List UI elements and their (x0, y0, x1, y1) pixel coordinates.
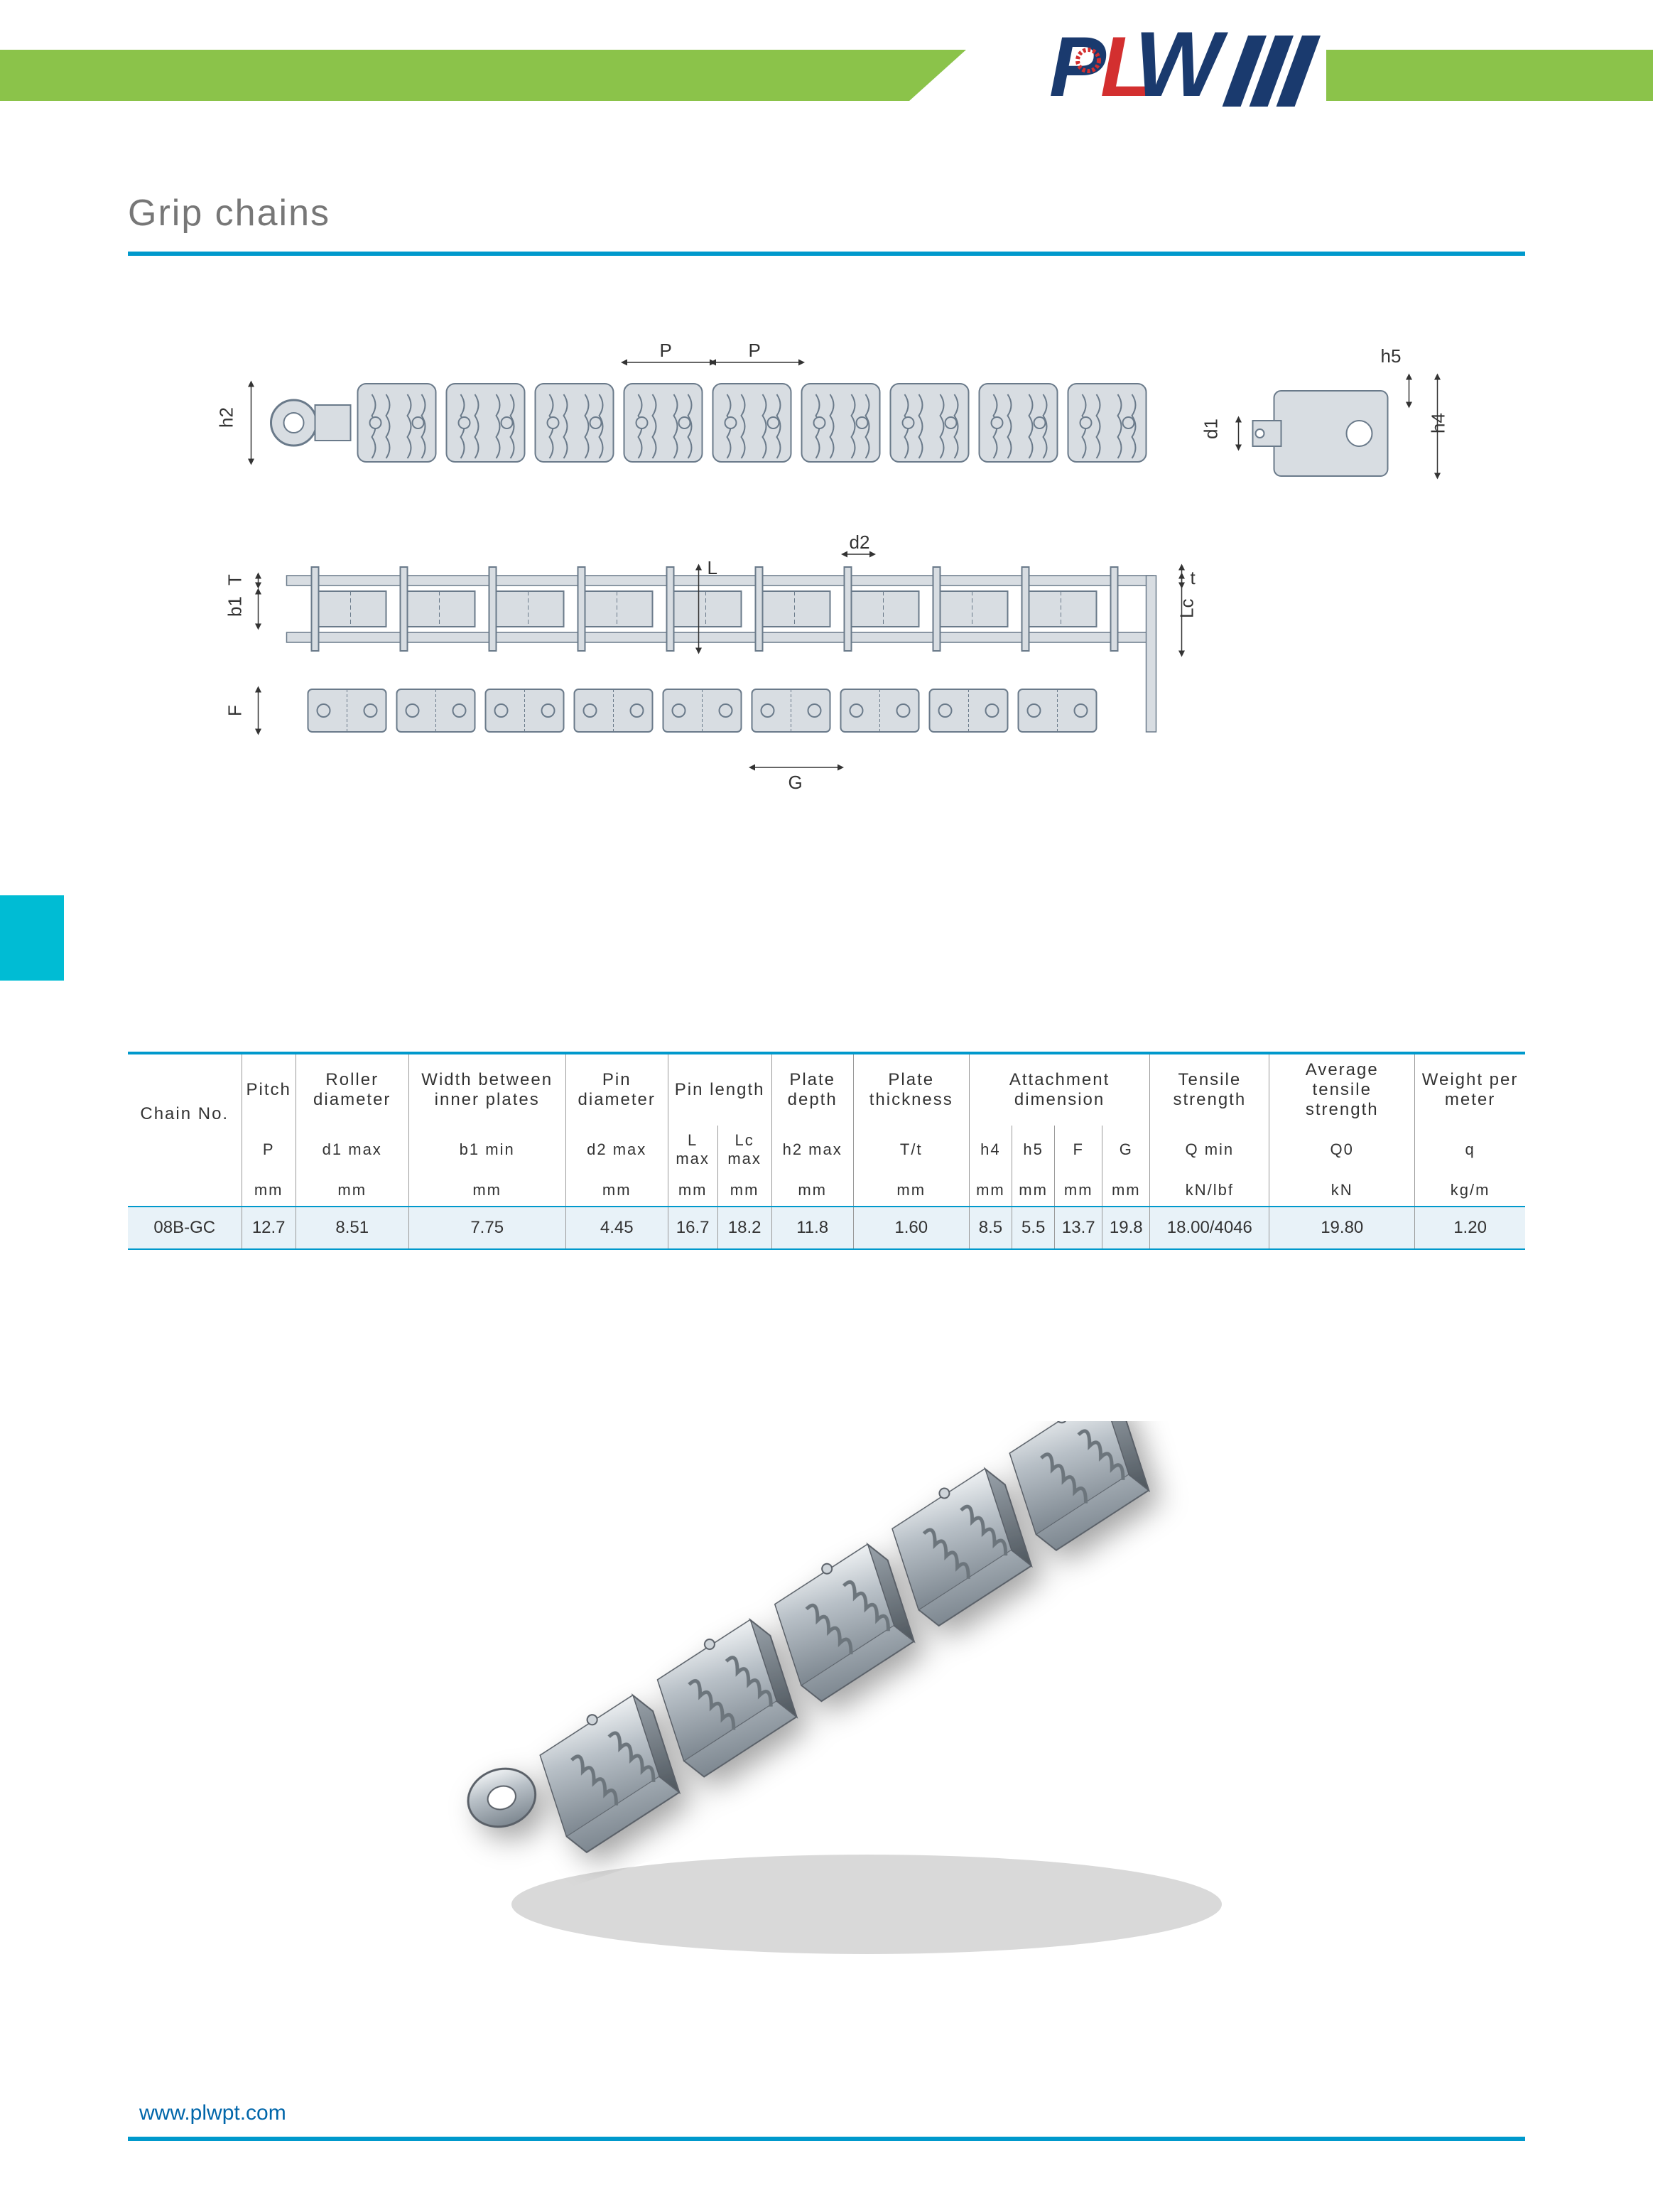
sym-Tt: T/t (853, 1126, 969, 1174)
cell-chain-no: 08B-GC (128, 1207, 242, 1249)
hdr-chain-no: Chain No. (128, 1054, 242, 1174)
cell-Q0: 19.80 (1269, 1207, 1415, 1249)
sym-Lc: Lc max (717, 1126, 771, 1174)
green-bar-left (0, 50, 909, 101)
page-title: Grip chains (128, 192, 1525, 234)
hdr-tensile: Tensile strength (1150, 1054, 1269, 1126)
sym-Q0: Q0 (1269, 1126, 1415, 1174)
sym-d2: d2 max (565, 1126, 668, 1174)
unit-mm-12: mm (1102, 1174, 1150, 1207)
footer: www.plwpt.com (128, 2101, 1525, 2141)
hdr-pitch: Pitch (242, 1054, 296, 1126)
hdr-plate-depth: Plate depth (771, 1054, 853, 1126)
hdr-plate-thick: Plate thickness (853, 1054, 969, 1126)
cell-d2: 4.45 (565, 1207, 668, 1249)
sym-Q: Q min (1150, 1126, 1269, 1174)
cell-q: 1.20 (1415, 1207, 1525, 1249)
unit-mm-3: mm (408, 1174, 565, 1207)
dim-d1: d1 (1201, 419, 1222, 439)
hdr-pin-len: Pin length (668, 1054, 771, 1126)
unit-mm-10: mm (1012, 1174, 1055, 1207)
unit-kNlbf: kN/lbf (1150, 1174, 1269, 1207)
dim-h4: h4 (1428, 413, 1449, 433)
dim-L: L (708, 557, 717, 578)
sym-b1: b1 min (408, 1126, 565, 1174)
unit-mm-4: mm (565, 1174, 668, 1207)
dim-T: T (224, 574, 246, 586)
sym-F: F (1055, 1126, 1102, 1174)
spec-table-block: Chain No. Pitch Roller diameter Width be… (128, 1052, 1525, 1250)
dim-h5: h5 (1381, 345, 1402, 367)
product-render (369, 1421, 1293, 2004)
cell-b1: 7.75 (408, 1207, 565, 1249)
cell-h2: 11.8 (771, 1207, 853, 1249)
header-banner: P L W (0, 28, 1653, 114)
title-block: Grip chains (128, 192, 1525, 256)
cell-Lc: 18.2 (717, 1207, 771, 1249)
cell-F: 13.7 (1055, 1207, 1102, 1249)
dim-t: t (1191, 567, 1196, 588)
svg-text:W: W (1134, 25, 1228, 116)
cell-P: 12.7 (242, 1207, 296, 1249)
cell-h4: 8.5 (969, 1207, 1012, 1249)
unit-blank (128, 1174, 242, 1207)
hdr-avg-tensile: Average tensile strength (1269, 1054, 1415, 1126)
unit-mm-2: mm (296, 1174, 408, 1207)
hdr-pin-dia: Pin diameter (565, 1054, 668, 1126)
dim-F: F (224, 705, 246, 716)
unit-mm-8: mm (853, 1174, 969, 1207)
technical-diagram: P P h2 h5 h4 d1 (199, 341, 1454, 867)
unit-mm-1: mm (242, 1174, 296, 1207)
unit-kN: kN (1269, 1174, 1415, 1207)
dim-h2: h2 (216, 407, 237, 428)
sym-h4: h4 (969, 1126, 1012, 1174)
hdr-width-between: Width between inner plates (408, 1054, 565, 1126)
sym-h2: h2 max (771, 1126, 853, 1174)
green-bar-right (1326, 50, 1653, 101)
table-row: 08B-GC 12.7 8.51 7.75 4.45 16.7 18.2 11.… (128, 1207, 1525, 1249)
green-bar-wedge (909, 50, 966, 101)
sym-h5: h5 (1012, 1126, 1055, 1174)
cyan-side-tab (0, 895, 64, 981)
dim-P2: P (749, 341, 761, 361)
hdr-attach-dim: Attachment dimension (969, 1054, 1150, 1126)
dim-d2: d2 (850, 532, 870, 553)
product-render-svg (369, 1421, 1293, 2004)
spec-table: Chain No. Pitch Roller diameter Width be… (128, 1054, 1525, 1250)
sym-G: G (1102, 1126, 1150, 1174)
svg-text:P: P (1049, 25, 1107, 114)
hdr-roller-dia: Roller diameter (296, 1054, 408, 1126)
cell-Tt: 1.60 (853, 1207, 969, 1249)
cell-h5: 5.5 (1012, 1207, 1055, 1249)
hdr-weight: Weight per meter (1415, 1054, 1525, 1126)
cell-d1: 8.51 (296, 1207, 408, 1249)
diagram-svg: P P h2 h5 h4 d1 (199, 341, 1454, 867)
title-rule (128, 252, 1525, 256)
unit-mm-7: mm (771, 1174, 853, 1207)
unit-mm-11: mm (1055, 1174, 1102, 1207)
unit-mm-9: mm (969, 1174, 1012, 1207)
sym-P: P (242, 1126, 296, 1174)
unit-mm-5: mm (668, 1174, 717, 1207)
sym-q: q (1415, 1126, 1525, 1174)
logo: P L W (1049, 28, 1355, 114)
footer-rule (128, 2137, 1525, 2141)
dim-P1: P (660, 341, 672, 361)
dim-b1: b1 (224, 596, 246, 617)
cell-L: 16.7 (668, 1207, 717, 1249)
unit-kgm: kg/m (1415, 1174, 1525, 1207)
footer-url: www.plwpt.com (139, 2101, 1525, 2125)
sym-d1: d1 max (296, 1126, 408, 1174)
cell-Q: 18.00/4046 (1150, 1207, 1269, 1249)
dim-G: G (788, 772, 803, 793)
dim-Lc: Lc (1176, 599, 1198, 618)
unit-mm-6: mm (717, 1174, 771, 1207)
cell-G: 19.8 (1102, 1207, 1150, 1249)
sym-L: L max (668, 1126, 717, 1174)
logo-svg: P L W (1049, 25, 1355, 117)
